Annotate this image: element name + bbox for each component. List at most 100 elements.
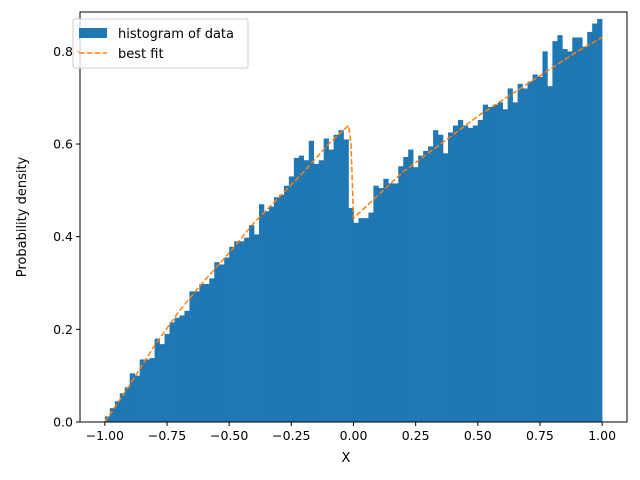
- histogram-bar: [562, 49, 568, 423]
- histogram-bar: [129, 373, 135, 422]
- histogram-bar: [398, 166, 404, 422]
- legend-label-histogram: histogram of data: [118, 27, 234, 42]
- histogram-bar: [234, 241, 240, 422]
- histogram-bar: [447, 132, 454, 422]
- histogram-bar: [582, 46, 588, 422]
- histogram-bar: [164, 333, 170, 422]
- histogram-bar: [462, 125, 469, 422]
- histogram-bar: [403, 157, 409, 422]
- histogram-bar: [527, 81, 533, 423]
- histogram-bar: [567, 51, 573, 422]
- histogram-bar: [557, 35, 563, 422]
- histogram-bar: [343, 139, 349, 422]
- histogram-bar: [512, 102, 518, 422]
- x-tick-label: −0.50: [210, 428, 248, 443]
- histogram-bar: [144, 359, 150, 422]
- histogram-bar: [283, 185, 290, 422]
- histogram-bar: [383, 178, 389, 422]
- histogram-bar: [428, 146, 434, 422]
- histogram-bar: [124, 387, 131, 422]
- histogram-bar: [259, 204, 265, 422]
- histogram-bar: [244, 237, 250, 422]
- histogram-bar: [298, 155, 305, 422]
- histogram-bar: [378, 188, 384, 422]
- histogram-bar: [467, 127, 474, 422]
- histogram-bar: [249, 225, 255, 422]
- histogram-bar: [373, 185, 379, 422]
- histogram-bar: [348, 207, 354, 422]
- histogram-bar: [313, 163, 319, 422]
- histogram-bar: [179, 315, 185, 422]
- histogram-bar: [517, 83, 523, 422]
- best-fit-line: [104, 36, 603, 423]
- histogram-bar: [318, 160, 324, 422]
- histogram-bar: [268, 206, 275, 422]
- histogram-bar: [308, 140, 315, 423]
- histogram-bar: [333, 134, 339, 422]
- x-tick-label: −1.00: [86, 428, 124, 443]
- histogram-bar: [592, 23, 598, 423]
- histogram-bar: [338, 130, 344, 422]
- histogram-bar: [303, 160, 310, 422]
- histogram-bar: [278, 194, 285, 422]
- histogram-bar: [443, 153, 449, 423]
- histogram-bar: [487, 106, 494, 422]
- histogram-bar: [154, 338, 160, 422]
- histogram-bar: [219, 264, 225, 422]
- histogram-bar: [457, 119, 464, 422]
- y-tick-label: 0.6: [53, 137, 73, 152]
- histogram-bar: [169, 322, 175, 422]
- legend-box: [72, 18, 249, 69]
- histogram-bar: [119, 393, 126, 422]
- histogram-bar: [363, 218, 369, 422]
- histogram-bar: [139, 359, 145, 422]
- histogram-bar: [502, 109, 508, 422]
- histogram-bar: [388, 183, 394, 422]
- histogram-bar: [587, 31, 593, 422]
- histogram-bar: [328, 149, 334, 422]
- histogram-bar: [358, 218, 364, 422]
- histogram-bar: [174, 317, 180, 422]
- histogram-bar: [577, 37, 583, 422]
- legend: histogram of data best fit: [72, 18, 249, 69]
- histogram-bar: [522, 88, 528, 422]
- y-tick-label: 0.2: [53, 322, 73, 337]
- histogram-bar: [418, 155, 424, 422]
- x-tick-label: −0.25: [272, 428, 310, 443]
- histogram-bar: [477, 119, 484, 422]
- histogram-bar: [159, 344, 165, 422]
- histogram-bar: [497, 102, 503, 422]
- histogram-bar: [507, 88, 513, 422]
- histogram-bar: [194, 291, 200, 422]
- x-axis-label: X: [342, 451, 351, 466]
- histogram-bar: [368, 212, 374, 422]
- histogram-bar: [199, 283, 205, 422]
- histogram-bars: [104, 18, 603, 423]
- y-axis-label: Probability density: [15, 156, 30, 277]
- histogram-bar: [492, 104, 499, 422]
- histogram-bar: [532, 74, 538, 422]
- x-tick-label: 0.25: [402, 428, 430, 443]
- x-tick-label: −0.75: [148, 428, 186, 443]
- y-axis-ticks: 0.0 0.2 0.4 0.6 0.8: [53, 44, 80, 430]
- histogram-bar: [547, 86, 553, 423]
- histogram-bar: [288, 176, 295, 422]
- histogram-bar: [184, 310, 190, 422]
- histogram-bar: [323, 138, 329, 422]
- x-tick-label: 0.50: [464, 428, 492, 443]
- histogram-bar: [189, 291, 195, 422]
- histogram-bar: [413, 167, 419, 422]
- y-tick-label: 0.8: [53, 44, 73, 59]
- histogram-bar: [109, 408, 116, 422]
- histogram-bar: [293, 157, 300, 422]
- histogram-bar: [472, 125, 479, 422]
- histogram-bar: [214, 262, 220, 422]
- histogram-bar: [254, 234, 260, 422]
- histogram-bar: [438, 134, 444, 422]
- histogram-bar: [572, 37, 578, 422]
- histogram-bar: [408, 149, 414, 422]
- x-tick-label: 1.00: [588, 428, 616, 443]
- histogram-bar: [542, 51, 548, 422]
- histogram-bar: [452, 125, 459, 422]
